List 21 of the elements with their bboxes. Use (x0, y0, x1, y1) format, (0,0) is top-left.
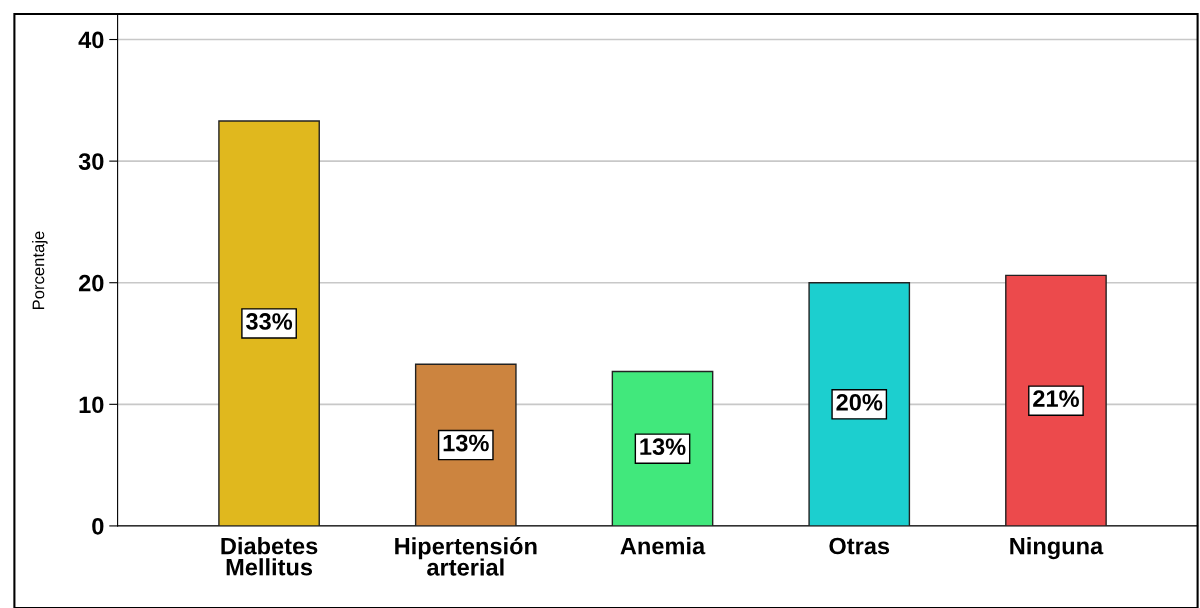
bar (414, 363, 517, 526)
y-tick-label: 0 (92, 517, 104, 535)
y-axis-title: Porcentaje (32, 231, 48, 310)
y-tick-label: 30 (78, 153, 104, 170)
bar (1005, 274, 1107, 526)
data-label: 20% (836, 393, 883, 411)
y-tick-label: 20 (78, 274, 104, 292)
bar (611, 370, 714, 526)
x-tick-label: Ninguna (1010, 537, 1104, 560)
bar (218, 120, 320, 526)
data-label: 33% (245, 313, 293, 330)
y-tick-label: 10 (79, 396, 104, 414)
bar (808, 282, 911, 526)
data-label: 13% (640, 438, 686, 456)
data-label: 21% (1033, 390, 1079, 407)
data-label: 13% (443, 434, 489, 452)
x-tick-label: Otras (829, 537, 890, 555)
x-tick-label: Diabetes Mellitus (221, 537, 318, 576)
y-tick-label: 40 (78, 31, 104, 49)
x-tick-label: Hipertensión arterial (395, 537, 537, 576)
x-tick-label: Anemia (620, 537, 706, 555)
